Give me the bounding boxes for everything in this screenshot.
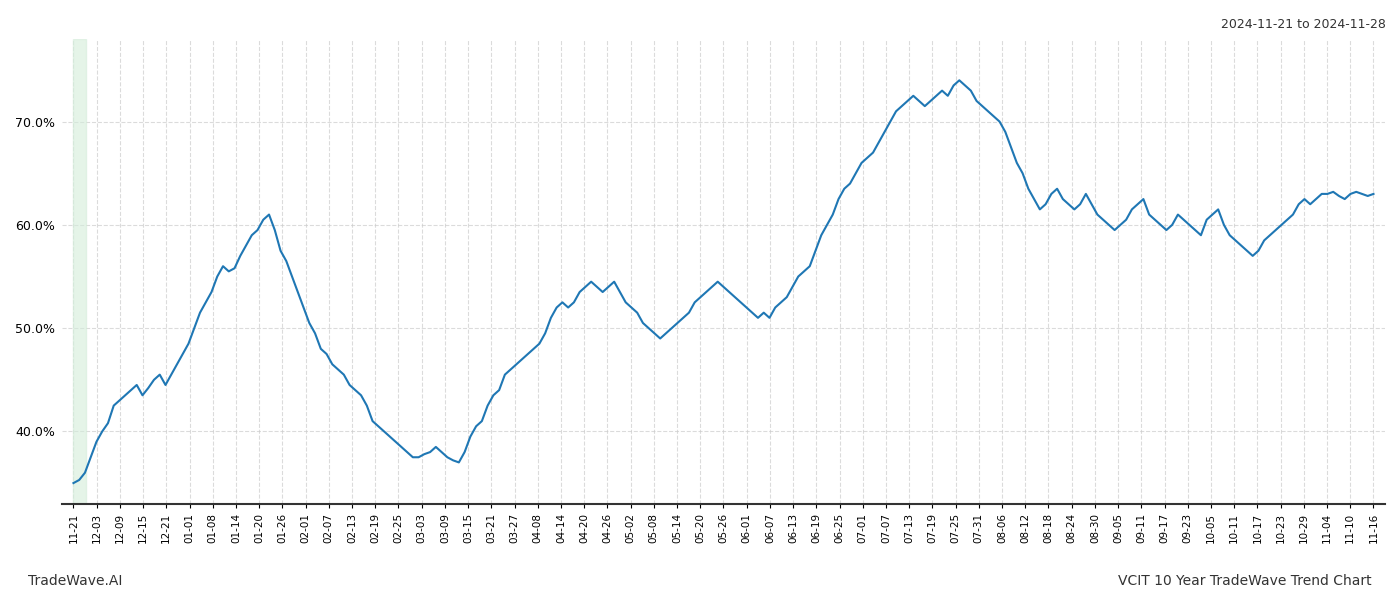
Text: TradeWave.AI: TradeWave.AI [28,574,122,588]
Text: 2024-11-21 to 2024-11-28: 2024-11-21 to 2024-11-28 [1221,18,1386,31]
Bar [73,39,87,504]
Text: VCIT 10 Year TradeWave Trend Chart: VCIT 10 Year TradeWave Trend Chart [1119,574,1372,588]
